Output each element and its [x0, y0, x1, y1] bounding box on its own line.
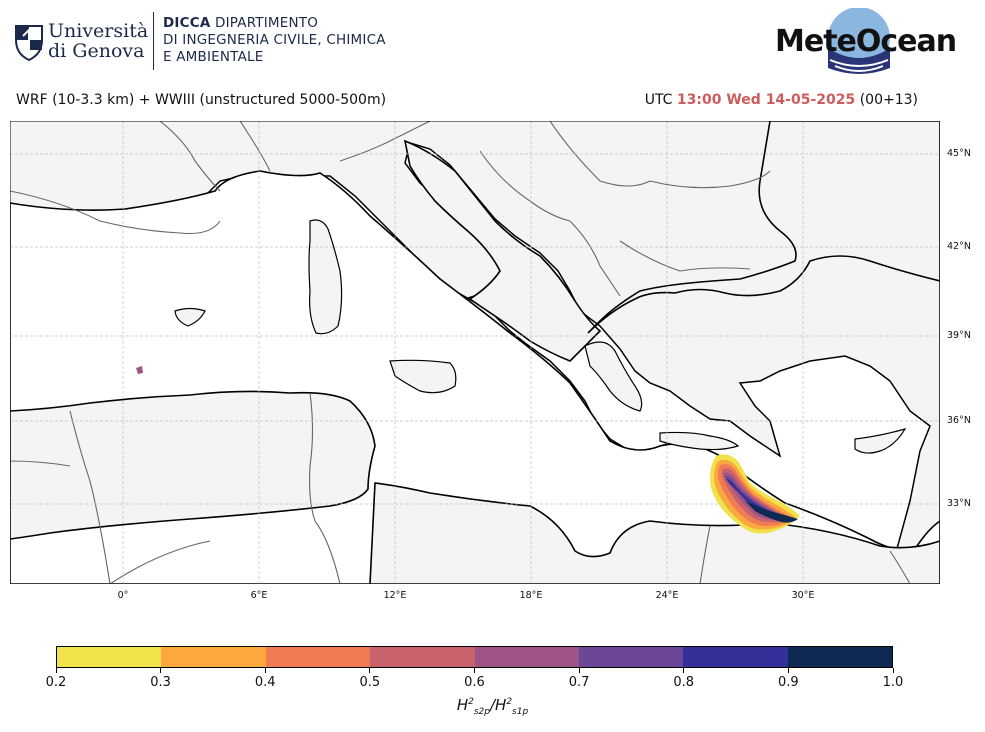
time-prefix: UTC: [644, 92, 673, 108]
country-borders: [10, 121, 911, 584]
dicca-line3: E AMBIENTALE: [163, 49, 264, 65]
colorbar-tick-mark: [892, 668, 894, 673]
wave-ratio-field: [136, 366, 800, 534]
lat-tick-39: 39°N: [947, 330, 971, 341]
colorbar-swatch: [578, 647, 684, 667]
colorbar-swatch: [474, 647, 579, 667]
colorbar-tick-label: 1.0: [882, 675, 904, 690]
valid-time: UTC 13:00 Wed 14-05-2025 (00+13): [645, 92, 918, 108]
meteocean-wordmark: MeteOcean: [775, 24, 957, 59]
colorbar-tick-mark: [787, 668, 789, 673]
meteocean-logo: MeteOcean: [775, 8, 957, 74]
colorbar-tick-label: 0.2: [45, 675, 67, 690]
lon-tick-18e: 18°E: [519, 590, 543, 601]
university-name-line1: Università: [48, 20, 149, 42]
colorbar-title: H2s2p/H2s1p: [0, 696, 985, 717]
logo-divider: [153, 12, 154, 70]
colorbar-tick-label: 0.5: [359, 675, 381, 690]
colorbar-title-sub2: s1p: [512, 707, 529, 717]
colorbar-tick-mark: [160, 668, 162, 673]
colorbar-swatch: [787, 647, 892, 667]
colorbar-tick-mark: [55, 668, 57, 673]
lon-tick-12e: 12°E: [383, 590, 407, 601]
coastlines: [10, 121, 940, 584]
model-title: WRF (10-3.3 km) + WWIII (unstructured 50…: [16, 92, 387, 108]
colorbar-swatch: [57, 647, 162, 667]
colorbar-swatch: [370, 647, 475, 667]
university-logo: Università di Genova: [14, 12, 154, 70]
colorbar-swatch: [161, 647, 266, 667]
colorbar-title-h2: /H: [489, 696, 507, 714]
colorbar-swatch: [683, 647, 788, 667]
colorbar-title-sub1: s2p: [473, 707, 490, 717]
dicca-abbreviation: DICCA: [163, 15, 211, 31]
lat-tick-42: 42°N: [947, 241, 971, 252]
time-lead: (00+13): [859, 92, 918, 108]
colorbar-swatch: [265, 647, 371, 667]
department-name: DICCA DIPARTIMENTO DI INGEGNERIA CIVILE,…: [163, 15, 386, 66]
map-canvas: [10, 121, 940, 584]
colorbar-tick-label: 0.8: [673, 675, 695, 690]
lat-tick-45: 45°N: [947, 148, 971, 159]
lon-tick-30e: 30°E: [791, 590, 815, 601]
colorbar-tick-mark: [474, 668, 475, 673]
colorbar-tick-mark: [683, 668, 685, 673]
lon-tick-0: 0°: [117, 590, 129, 601]
colorbar-tick-label: 0.9: [778, 675, 799, 690]
lon-tick-24e: 24°E: [655, 590, 679, 601]
colorbar-tick-label: 0.3: [150, 675, 171, 690]
university-name-line2: di Genova: [48, 40, 145, 62]
colorbar-tick-label: 0.4: [254, 675, 276, 690]
colorbar-tick-label: 0.6: [464, 675, 485, 690]
dicca-line2: DI INGEGNERIA CIVILE, CHIMICA: [163, 32, 386, 48]
lat-tick-33: 33°N: [947, 498, 971, 509]
graticule: [10, 121, 940, 584]
lon-tick-6e: 6°E: [250, 590, 268, 601]
colorbar-title-h1: H: [456, 696, 469, 714]
colorbar-title-sup1: 2: [468, 697, 474, 707]
colorbar-tick-mark: [369, 668, 371, 673]
time-value: 13:00 Wed 14-05-2025: [676, 92, 856, 108]
colorbar-tick-mark: [578, 668, 580, 673]
colorbar-tick-mark: [264, 668, 266, 673]
colorbar: [56, 646, 893, 668]
university-crest-icon: [15, 25, 43, 62]
dicca-line1: DIPARTIMENTO: [215, 15, 319, 31]
colorbar-title-sup2: 2: [506, 697, 513, 707]
lat-tick-36: 36°N: [947, 415, 971, 426]
colorbar-tick-label: 0.7: [568, 675, 590, 690]
